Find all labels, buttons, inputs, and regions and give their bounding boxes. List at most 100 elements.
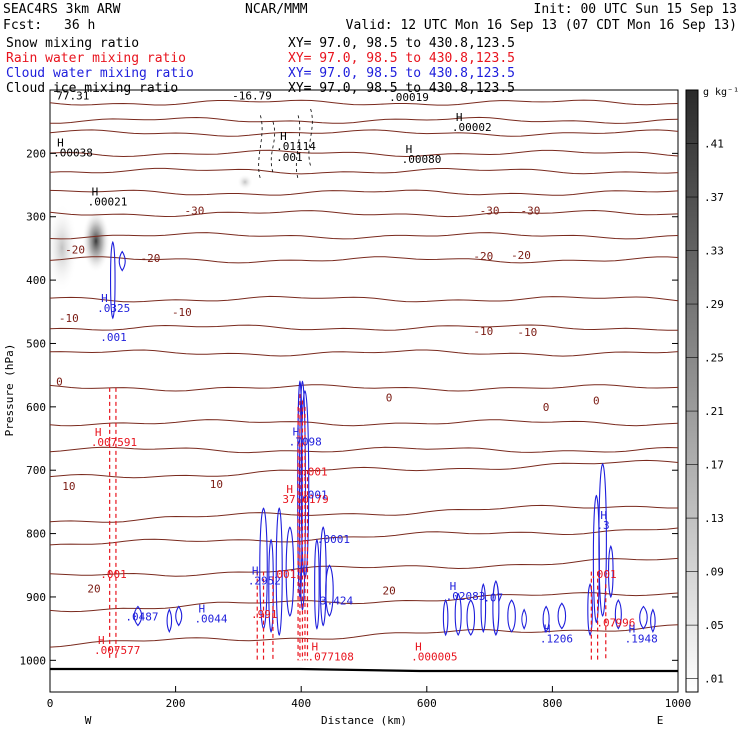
high-marker: H: [98, 634, 105, 647]
cloud-ice-contour: [295, 115, 301, 179]
high-marker: H: [198, 602, 205, 615]
isotherm-line: [50, 295, 678, 303]
isotherm-line: [50, 324, 678, 331]
cloud-water-contour: [466, 599, 476, 636]
y-axis-label: Pressure (hPa): [3, 344, 16, 437]
cloud-water-contour: [275, 507, 283, 636]
cloud-ice-contour: [258, 115, 263, 179]
temperature-label: -20: [511, 249, 531, 262]
colorbar-tick-label: .05: [704, 619, 724, 632]
x-axis-east: E: [657, 714, 664, 727]
high-marker: H: [600, 509, 607, 522]
high-marker: H: [450, 580, 457, 593]
temperature-label: -30: [185, 204, 205, 217]
isotherm-line: [50, 232, 678, 240]
high-marker: H: [101, 292, 108, 305]
field-value-label: .0044: [194, 612, 227, 625]
field-value-label: -16.79: [232, 90, 272, 103]
colorbar-unit: g kg⁻¹: [703, 87, 739, 98]
cloud-ice-contour: [308, 108, 313, 167]
cloud-water-contour: [507, 599, 516, 633]
field-value-label: .3: [596, 519, 609, 532]
temperature-label: -10: [59, 312, 79, 325]
field-value-label: .01114: [276, 140, 316, 153]
high-marker: H: [311, 640, 318, 653]
field-value-label: .996: [609, 617, 636, 630]
high-marker: H: [406, 143, 413, 156]
cloud-water-contour: [442, 598, 449, 637]
field-rain-xy: XY= 97.0, 98.5 to 430.8,123.5: [288, 51, 515, 66]
cloud-water-contour: [166, 608, 173, 634]
rain-water-contours: [109, 387, 607, 661]
colorbar-tick-label: .09: [704, 566, 724, 579]
temperature-label: 20: [382, 585, 395, 598]
field-rain: Rain water mixing ratio: [6, 51, 186, 66]
field-value-label: .991: [251, 608, 278, 621]
cloud-water-contour: [608, 545, 614, 599]
isotherm-line: [50, 419, 678, 427]
field-value-label: .07: [483, 591, 503, 604]
field-value-label: .7098: [289, 435, 322, 448]
isotherm-line: [50, 129, 678, 137]
forecast-hours: 36 h: [64, 18, 95, 33]
cloud-water-contour: [325, 564, 334, 617]
temperature-label: -10: [473, 325, 493, 338]
field-snow-xy: XY= 97.0, 98.5 to 430.8,123.5: [288, 36, 515, 51]
field-value-label: .00002: [452, 121, 492, 134]
high-marker: H: [95, 426, 102, 439]
temperature-label: 10: [210, 478, 223, 491]
cloud-water-contour: [319, 526, 327, 627]
field-value-label: .001: [301, 465, 328, 478]
y-tick-label: 500: [26, 337, 46, 350]
x-tick-label: 400: [291, 697, 311, 710]
field-value-label: .007591: [91, 436, 137, 449]
colorbar-tick-label: .21: [704, 405, 724, 418]
field-value-label: 3.424: [320, 595, 353, 608]
x-axis: 0 200 400 600 800 1000: [47, 686, 691, 710]
colorbar-tick-label: .01: [704, 673, 724, 686]
field-value-label: .001: [590, 568, 617, 581]
isotherm-line: [50, 209, 678, 218]
high-marker: H: [293, 425, 300, 438]
colorbar: g kg⁻¹ .01 .05 .09 .13 .17 .21 .25 .29 .33 .37 .41: [685, 87, 739, 693]
cloud-water-contour: [542, 605, 550, 633]
cloud-ice-contours: [258, 108, 313, 179]
field-value-label: .001: [276, 151, 303, 164]
plot-content: -30 -30 -30 -20 -20 -20 -20 -10 -10 -10 -10 0 0 0 0 10 1…: [50, 90, 678, 673]
cloud-water-contour: [175, 605, 183, 627]
field-value-label: .001: [270, 568, 297, 581]
cloud-water-contour: [480, 583, 487, 634]
header: SEAC4RS 3km ARW NCAR/MMM Init: 00 UTC Su…: [3, 2, 737, 33]
high-marker: H: [415, 640, 422, 653]
forecast-label: Fcst:: [3, 18, 42, 33]
x-tick-label: 600: [417, 697, 437, 710]
field-cloud-ice: Cloud ice mixing ratio: [6, 81, 178, 96]
cloud-water-contour: [118, 250, 126, 272]
cloud-water-contour: [268, 538, 274, 634]
cloud-water-contour: [557, 602, 567, 630]
cloud-ice-contour: [270, 121, 276, 173]
high-marker: H: [629, 623, 636, 636]
isotherm-line: [50, 349, 678, 357]
field-value-label: .000005: [411, 650, 457, 663]
snow-shading-west: [50, 203, 78, 293]
isotherm-line: [50, 504, 678, 523]
isotherm-line: [50, 446, 678, 454]
field-value-label: .2952: [248, 574, 281, 587]
colorbar-ramp: [685, 89, 699, 693]
plot-frame: [49, 89, 679, 693]
cloud-water-contour: [492, 580, 500, 636]
field-value-label: .00019: [389, 91, 429, 104]
isotherm-line: [50, 557, 678, 577]
snow-shading-small: [237, 174, 253, 190]
colorbar-tick-label: .33: [704, 245, 724, 258]
cloud-water-contours: [110, 240, 656, 637]
colorbar-tick-label: .25: [704, 352, 724, 365]
cloud-water-contour: [285, 526, 295, 617]
temperature-label: 20: [87, 583, 100, 596]
high-marker: H: [252, 564, 259, 577]
cloud-water-contour: [650, 608, 656, 634]
isotherm-line: [50, 384, 678, 392]
